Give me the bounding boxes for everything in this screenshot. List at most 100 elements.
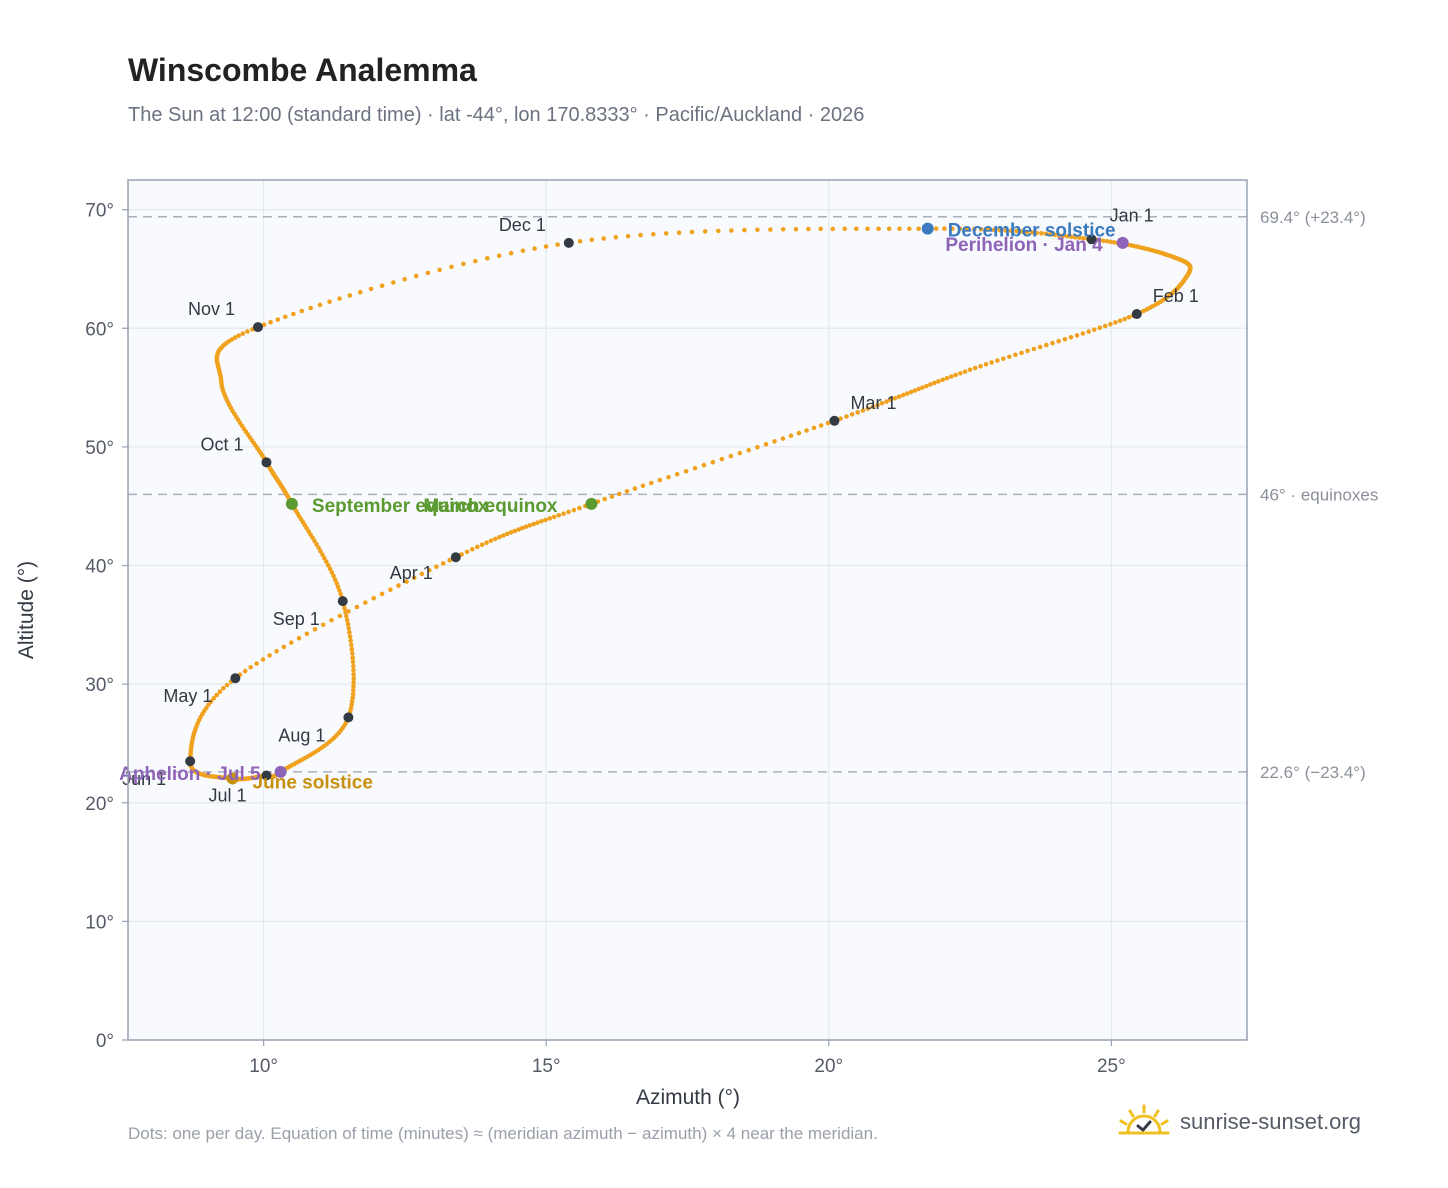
daily-dot: [1092, 327, 1097, 333]
event-label: Perihelion · Jan 4: [945, 235, 1103, 256]
y-tick-label: 0°: [96, 1031, 114, 1052]
daily-dot: [532, 246, 537, 251]
daily-dot: [350, 655, 356, 660]
month-dot: [252, 322, 263, 333]
daily-dot: [479, 542, 485, 547]
daily-dot: [1024, 229, 1030, 235]
plot-area: [128, 180, 1247, 1040]
daily-dot: [577, 239, 583, 244]
daily-dot: [936, 379, 941, 384]
daily-dot: [844, 414, 849, 419]
daily-dot: [689, 229, 695, 235]
daily-dot: [663, 231, 669, 236]
daily-dot: [609, 494, 615, 499]
daily-dot: [649, 480, 654, 486]
daily-dot: [475, 544, 480, 550]
daily-dot: [949, 374, 954, 379]
daily-dot: [556, 513, 562, 518]
daily-dot: [933, 226, 939, 231]
daily-dot: [501, 533, 506, 538]
daily-dot: [312, 538, 317, 544]
brand[interactable]: sunrise-sunset.org: [1118, 1104, 1361, 1140]
daily-dot: [337, 296, 342, 301]
daily-dot: [275, 317, 281, 322]
daily-dot: [274, 648, 279, 654]
event-label: December solstice: [948, 221, 1116, 242]
daily-dot: [942, 226, 947, 231]
daily-dot: [516, 527, 521, 532]
daily-dot: [997, 227, 1003, 233]
daily-dot: [327, 299, 332, 305]
daily-dot: [1101, 238, 1106, 244]
daily-dot: [496, 253, 502, 258]
daily-dot: [348, 638, 354, 643]
daily-dot: [335, 584, 341, 590]
daily-dot: [379, 591, 385, 597]
y-tick-label: 50°: [85, 438, 114, 459]
daily-dot: [989, 360, 994, 365]
daily-dot: [1122, 316, 1127, 322]
daily-dot: [879, 401, 885, 406]
daily-dot: [1117, 318, 1123, 324]
daily-dot: [780, 436, 786, 441]
daily-dot: [434, 564, 439, 569]
chart-subtitle: The Sun at 12:00 (standard time) · lat -…: [128, 104, 865, 126]
daily-dot: [488, 538, 494, 543]
daily-dot: [651, 231, 656, 237]
daily-dot: [944, 375, 950, 381]
daily-dot: [900, 392, 906, 398]
daily-dot: [1086, 329, 1091, 334]
daily-dot: [402, 276, 408, 282]
daily-dot: [1001, 356, 1006, 362]
daily-dot: [1034, 230, 1039, 236]
daily-dot: [470, 547, 475, 552]
daily-dot: [875, 402, 880, 408]
daily-dot: [1056, 233, 1062, 238]
daily-dot: [320, 622, 326, 628]
daily-dot: [964, 226, 970, 232]
daily-dot: [547, 516, 553, 521]
footnote: Dots: one per day. Equation of time (min…: [128, 1124, 878, 1143]
daily-dot: [508, 250, 514, 256]
daily-dot: [543, 517, 548, 523]
event-label: September equinox: [312, 496, 489, 517]
daily-dot: [473, 258, 478, 264]
daily-dot: [354, 604, 360, 610]
daily-dot: [347, 630, 352, 635]
daily-dot: [344, 617, 350, 623]
daily-dot: [683, 468, 689, 474]
daily-dot: [281, 644, 287, 650]
reference-line-label: 46° · equinoxes: [1260, 485, 1378, 504]
daily-dot: [692, 465, 698, 471]
event-label: March equinox: [423, 496, 558, 517]
daily-dot: [978, 227, 984, 232]
daily-dot: [322, 555, 327, 561]
daily-dot: [316, 545, 321, 551]
daily-dot: [742, 227, 747, 233]
brand-name: sunrise-sunset.org: [1180, 1109, 1361, 1134]
daily-dot: [349, 702, 355, 708]
y-tick-label: 70°: [85, 201, 114, 222]
month-dot: [563, 237, 574, 248]
daily-dot: [577, 505, 582, 511]
daily-dot: [291, 311, 296, 317]
daily-dot: [957, 226, 963, 232]
daily-dot: [344, 613, 349, 619]
daily-dot: [437, 267, 442, 273]
daily-dot: [940, 377, 945, 383]
event-dot: [585, 497, 598, 510]
daily-dot: [350, 691, 356, 697]
daily-dot: [388, 587, 393, 592]
month-dot: [829, 415, 840, 426]
daily-dot: [640, 483, 646, 489]
daily-dot: [566, 509, 571, 515]
daily-dot: [601, 236, 606, 241]
daily-dot: [617, 491, 622, 497]
daily-dot: [412, 575, 417, 580]
daily-dot: [886, 226, 892, 231]
y-axis-label: Altitude (°): [15, 561, 38, 659]
daily-dot: [716, 228, 721, 234]
daily-dot: [461, 261, 466, 267]
